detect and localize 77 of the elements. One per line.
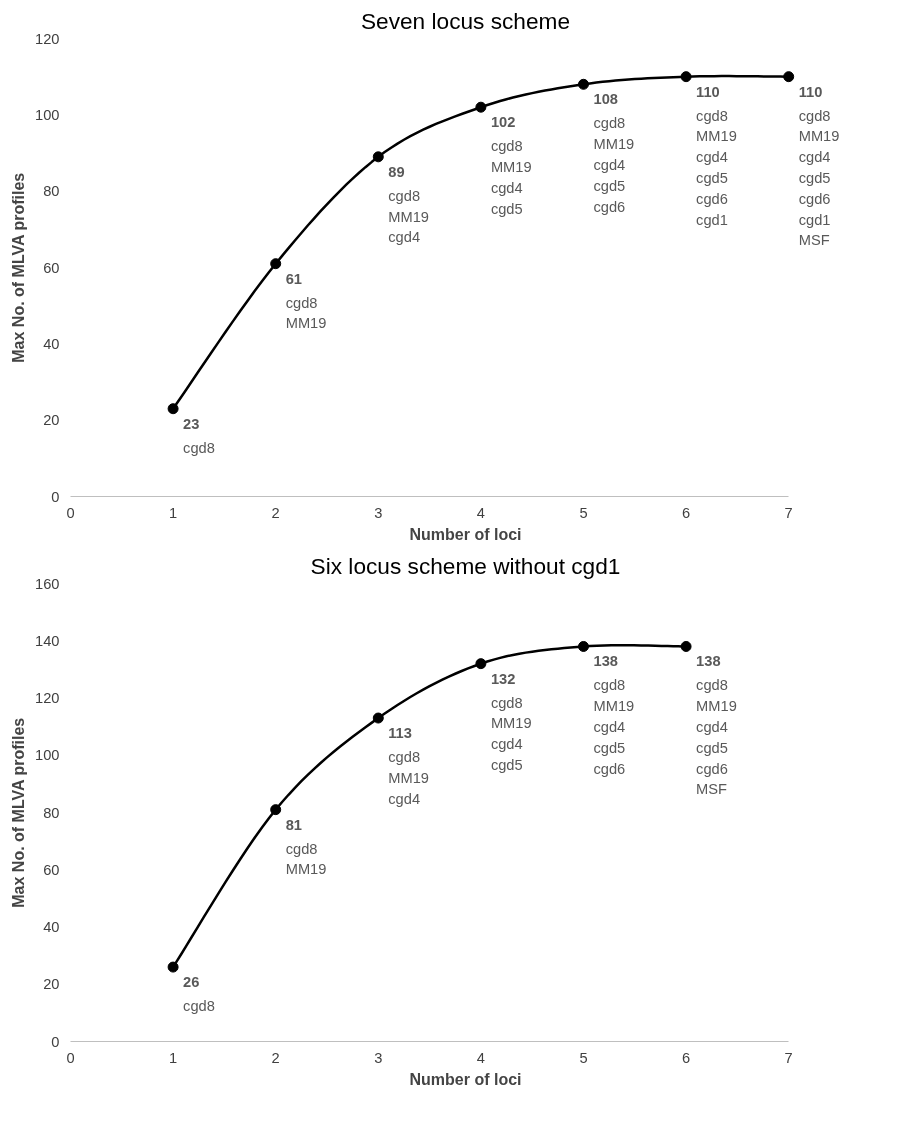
annotation: cgd8 MM19 cgd4 cgd5 cgd6 [593,677,635,777]
y-tick-label: 100 [35,747,60,764]
data-label: 89 [388,163,405,180]
x-tick-label: 4 [476,1049,485,1066]
point [680,71,692,83]
y-tick-label: 120 [35,30,60,47]
point [372,712,384,724]
x-tick-label: 7 [784,1049,793,1066]
data-label: 108 [593,91,618,108]
point [475,658,487,670]
annotation: cgd8 MM19 [285,294,327,332]
data-label: 132 [490,670,516,687]
x-tick-label: 2 [271,504,280,521]
point [167,403,179,415]
y-tick-label: 20 [43,976,60,993]
point [270,804,282,816]
y-tick-label: 80 [43,804,60,821]
point [577,78,589,90]
annotation: cgd8 MM19 cgd4 cgd5 [490,694,532,774]
y-tick-label: 20 [43,412,60,429]
x-tick-label: 1 [169,504,178,521]
data-label: 138 [696,653,721,670]
data-label: 23 [183,415,200,432]
chart-title: Six locus scheme without cgd1 [310,552,621,579]
annotation: cgd8 [183,998,215,1015]
annotation: cgd8 MM19 cgd4 cgd5 cgd6 [593,115,635,215]
x-axis-title: Number of loci [409,1070,522,1088]
y-axis-title: Max No. of MLVA profiles [10,172,28,363]
x-tick-label: 7 [784,504,793,521]
point [167,961,179,973]
annotation: cgd8 MM19 cgd4 cgd5 cgd6 MSF [696,677,737,798]
data-label: 81 [285,816,303,833]
y-tick-label: 120 [35,690,60,706]
y-tick-label: 0 [51,488,60,505]
x-tick-label: 0 [66,504,75,521]
point [783,71,795,83]
y-tick-label: 40 [43,335,60,352]
annotation: cgd8 MM19 cgd4 [388,749,430,807]
annotation: cgd8 MM19 cgd4 [388,187,430,246]
y-tick-label: 0 [51,1033,60,1050]
x-tick-label: 6 [682,1049,691,1066]
y-tick-label: 80 [43,183,60,200]
x-tick-label: 3 [374,1049,383,1066]
x-tick-label: 2 [271,1049,280,1066]
annotation: cgd8 [183,439,215,456]
point [577,640,589,652]
data-label: 110 [798,83,823,100]
x-tick-label: 0 [66,1049,75,1066]
y-tick-label: 60 [43,861,60,878]
point [680,640,692,652]
y-tick-label: 140 [35,632,60,649]
data-label: 61 [285,270,303,287]
annotation: cgd8 MM19 cgd4 cgd5 [490,138,532,217]
y-tick-label: 60 [43,259,60,276]
x-tick-label: 3 [374,504,383,521]
data-label: 102 [490,114,516,131]
annotation: cgd8 MM19 cgd4 cgd5 cgd6 cgd1 [696,107,737,228]
data-label: 26 [183,974,200,991]
annotation: cgd8 MM19 cgd4 cgd5 cgd6 cgd1 MSF [798,107,840,249]
point [475,101,487,113]
data-label: 113 [388,725,412,742]
y-tick-label: 100 [35,106,60,123]
x-axis-title: Number of loci [409,525,522,543]
point [372,151,384,163]
x-tick-label: 5 [579,1049,588,1066]
point [270,258,282,270]
x-tick-label: 4 [476,504,485,521]
annotation: cgd8 MM19 [285,840,327,878]
chart-title: Seven locus scheme [360,7,571,34]
x-tick-label: 6 [682,504,691,521]
x-tick-label: 5 [579,504,588,521]
y-tick-label: 160 [35,575,60,592]
data-label: 110 [696,83,720,100]
y-tick-label: 40 [43,919,60,935]
data-label: 138 [593,653,618,670]
x-tick-label: 1 [169,1049,178,1066]
y-axis-title: Max No. of MLVA profiles [10,717,28,908]
